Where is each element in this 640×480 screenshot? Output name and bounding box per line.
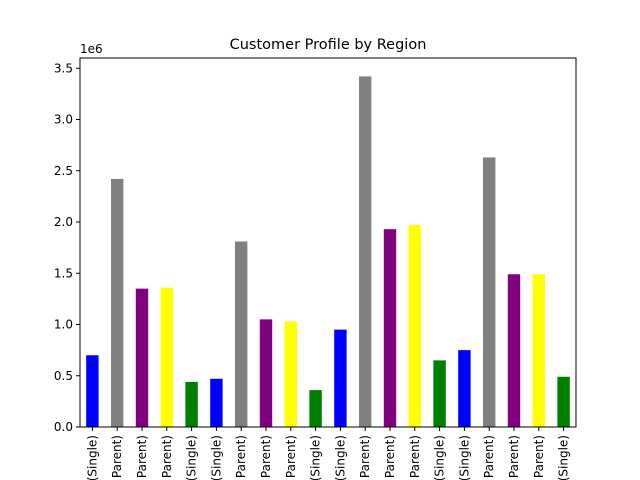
bar — [483, 157, 496, 428]
y-tick-label: 0.5 — [54, 369, 73, 383]
y-tick-label: 3.5 — [54, 61, 73, 75]
bar — [433, 360, 446, 427]
bar — [334, 329, 347, 427]
bar — [210, 378, 223, 427]
bar — [185, 381, 198, 427]
plot-frame — [79, 57, 577, 428]
x-tick-label: (Single) — [309, 435, 323, 480]
x-tick-label: (Single) — [333, 435, 347, 480]
bar — [309, 390, 322, 427]
y-axis: 0.0 0.5 1.0 1.5 2.0 2.5 3.0 3.5 — [54, 61, 80, 434]
bar — [557, 376, 570, 427]
x-tick-label: (Single) — [457, 435, 471, 480]
y-tick-label: 2.0 — [54, 215, 73, 229]
bar — [135, 288, 149, 427]
bar — [284, 321, 297, 427]
x-tick-label: Parent) — [383, 435, 397, 478]
bars — [86, 76, 570, 428]
bar — [408, 225, 421, 427]
chart-title: Customer Profile by Region — [230, 37, 427, 53]
x-tick-label: (Single) — [85, 435, 99, 480]
x-tick-label: (Single) — [209, 435, 223, 480]
x-tick-label: Parent) — [160, 435, 174, 478]
bar — [259, 319, 273, 427]
x-tick-label: Parent) — [110, 435, 124, 478]
bar — [86, 355, 99, 427]
y-tick-label: 1.5 — [54, 266, 73, 280]
bar — [111, 178, 124, 427]
x-tick-label: Parent) — [259, 435, 273, 478]
y-scale-label: 1e6 — [80, 42, 103, 56]
x-tick-label: (Single) — [185, 435, 199, 480]
x-tick-label: (Single) — [433, 435, 447, 480]
x-tick-label: Parent) — [532, 435, 546, 478]
bar — [532, 274, 545, 427]
x-tick-label: (Single) — [557, 435, 571, 480]
y-tick-label: 1.0 — [54, 318, 73, 332]
x-tick-label: Parent) — [234, 435, 248, 478]
y-tick-label: 3.0 — [54, 113, 73, 127]
bar — [383, 229, 397, 427]
y-tick-label: 2.5 — [54, 164, 73, 178]
x-tick-label: Parent) — [284, 435, 298, 478]
x-tick-label: Parent) — [358, 435, 372, 478]
y-tick-label: 0.0 — [54, 420, 73, 434]
x-axis: (Single) Parent) Parent) Parent) (Single) (Si… — [85, 427, 571, 480]
x-tick-label: Parent) — [482, 435, 496, 478]
bar — [507, 274, 521, 427]
bar — [458, 350, 471, 427]
x-tick-label: Parent) — [408, 435, 422, 478]
bar — [160, 287, 173, 427]
x-tick-label: Parent) — [135, 435, 149, 478]
bar — [235, 241, 248, 427]
x-tick-label: Parent) — [507, 435, 521, 478]
bar — [359, 76, 372, 427]
